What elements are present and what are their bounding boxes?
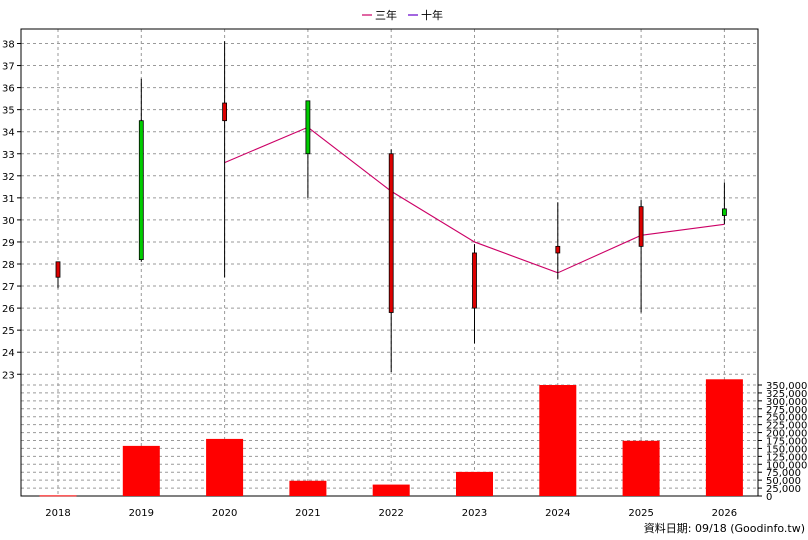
volume-bar (539, 385, 577, 496)
volume-tick-label: 100,000 (766, 460, 807, 471)
x-tick-label: 2018 (45, 508, 70, 519)
volume-axis: 025,00050,00075,000100,000125,000150,000… (758, 381, 807, 503)
volume-bar (372, 484, 410, 496)
volume-tick-label: 250,000 (766, 413, 807, 424)
x-tick-label: 2020 (212, 508, 237, 519)
volume-tick-label: 200,000 (766, 429, 807, 440)
legend-label-three-year: 三年 (375, 8, 397, 22)
legend-label-ten-year: 十年 (421, 8, 443, 22)
volume-tick-label: 25,000 (766, 484, 801, 495)
x-tick-label: 2019 (129, 508, 154, 519)
year-axis: 2018 2019 2020 2021 2022 2023 2024 2025 2026 (45, 508, 737, 519)
volume-bar (705, 379, 743, 496)
volume-tick-label: 50,000 (766, 476, 801, 487)
price-tick-label: 38 (2, 40, 15, 51)
price-tick-label: 33 (2, 150, 15, 161)
volume-bar (456, 471, 493, 496)
volume-tick-label: 150,000 (766, 444, 807, 455)
price-tick-label: 36 (2, 84, 15, 95)
candle-body (722, 208, 727, 216)
candlesticks (55, 41, 727, 373)
price-axis: 23 24 25 26 27 28 29 30 31 32 33 34 35 36 37 38 (2, 40, 21, 381)
price-tick-label: 35 (2, 106, 15, 117)
candle-body (472, 252, 477, 309)
volume-tick-label: 225,000 (766, 421, 807, 432)
volume-tick-label: 350,000 (766, 381, 807, 392)
candle-body (55, 261, 61, 278)
price-tick-label: 37 (2, 62, 15, 73)
price-tick-label: 30 (2, 216, 15, 227)
volume-bar (206, 438, 244, 496)
x-tick-label: 2023 (462, 508, 487, 519)
data-source-note: 資料日期: 09/18 (Goodinfo.tw) (644, 521, 805, 535)
price-tick-label: 25 (2, 326, 15, 337)
price-tick-label: 28 (2, 260, 15, 271)
candle-body (638, 206, 644, 247)
price-tick-label: 27 (2, 282, 15, 293)
candle-body (222, 102, 228, 122)
candle-body (388, 153, 394, 313)
x-tick-label: 2025 (628, 508, 653, 519)
x-tick-label: 2026 (712, 508, 737, 519)
candle-body (305, 100, 311, 155)
volume-tick-label: 300,000 (766, 397, 807, 408)
volume-tick-label: 125,000 (766, 452, 807, 463)
x-tick-label: 2024 (545, 508, 570, 519)
price-tick-label: 34 (2, 128, 15, 139)
price-tick-label: 32 (2, 172, 15, 183)
price-tick-label: 31 (2, 194, 15, 205)
candle-body (138, 120, 144, 260)
candle-body (555, 245, 561, 254)
volume-bars (39, 379, 743, 497)
x-tick-label: 2022 (378, 508, 403, 519)
legend: 三年 十年 (362, 8, 443, 22)
volume-tick-label: 275,000 (766, 405, 807, 416)
volume-tick-label: 325,000 (766, 389, 807, 400)
volume-bar (289, 480, 327, 496)
volume-tick-label: 75,000 (766, 468, 801, 479)
price-tick-label: 24 (2, 348, 15, 359)
volume-bar (122, 445, 160, 496)
volume-tick-label: 175,000 (766, 437, 807, 448)
price-tick-label: 29 (2, 238, 15, 249)
volume-bar (39, 495, 77, 497)
price-tick-label: 26 (2, 304, 15, 315)
volume-tick-label: 0 (766, 492, 772, 503)
volume-bar (622, 440, 660, 496)
x-tick-label: 2021 (295, 508, 320, 519)
price-tick-label: 23 (2, 370, 15, 381)
